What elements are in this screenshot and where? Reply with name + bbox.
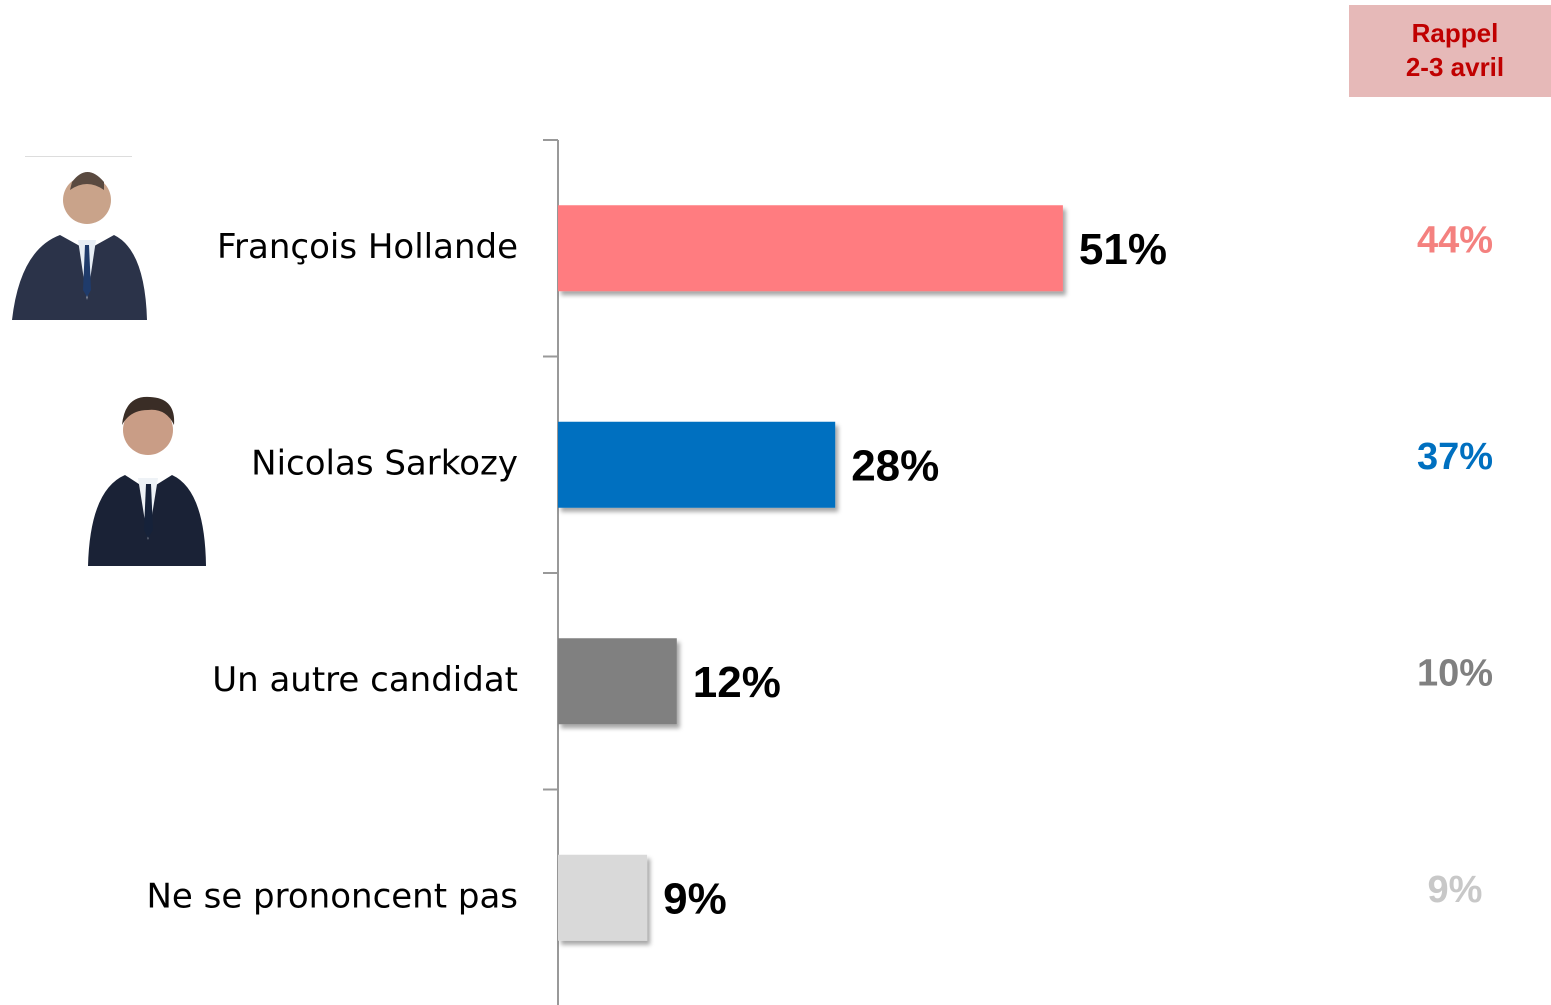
bar (558, 421, 836, 508)
portrait (12, 156, 147, 320)
category-label: Nicolas Sarkozy (251, 443, 518, 483)
bar (558, 638, 677, 725)
recall-title: Rappel (1412, 18, 1499, 48)
category-label: François Hollande (217, 227, 518, 267)
recall-value: 9% (1428, 869, 1483, 911)
recall-value: 44% (1417, 219, 1493, 261)
recall-value: 10% (1417, 652, 1493, 694)
recall-title: 2-3 avril (1406, 52, 1504, 82)
category-label: Un autre candidat (212, 660, 518, 700)
recall-box (1349, 5, 1551, 97)
value-label: 12% (693, 658, 781, 707)
category-label: Ne se prononcent pas (146, 876, 518, 916)
recall-value: 37% (1417, 436, 1493, 478)
portrait (88, 396, 206, 566)
value-label: 51% (1079, 225, 1167, 274)
value-label: 28% (851, 441, 939, 490)
bar (558, 854, 648, 941)
bar (558, 205, 1063, 292)
value-label: 9% (663, 874, 727, 923)
